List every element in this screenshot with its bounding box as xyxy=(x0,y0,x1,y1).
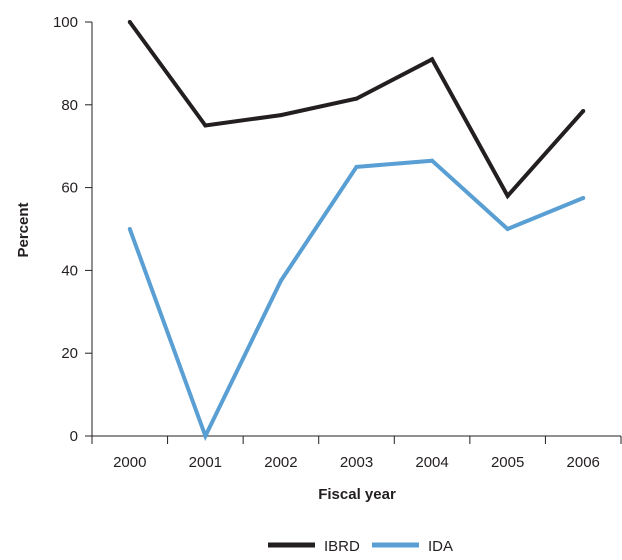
legend-label-ida: IDA xyxy=(428,538,453,555)
data-point-ida xyxy=(430,158,435,163)
x-tick-label: 2004 xyxy=(415,454,448,471)
legend: IBRD IDA xyxy=(268,538,453,555)
data-point-ibrd xyxy=(278,113,283,118)
data-point-ibrd xyxy=(354,96,359,101)
y-tick-label: 80 xyxy=(61,97,78,114)
x-tick-label: 2000 xyxy=(113,454,146,471)
data-point-ibrd xyxy=(203,123,208,128)
x-axis: 2000 2001 2002 2003 2004 2005 2006 xyxy=(91,435,622,471)
data-point-ida xyxy=(203,434,208,438)
data-point-ibrd xyxy=(581,109,586,114)
y-tick-label: 0 xyxy=(70,428,78,445)
y-tick-label: 40 xyxy=(61,262,78,279)
y-tick-label: 20 xyxy=(61,345,78,362)
x-axis-title: Fiscal year xyxy=(318,486,396,503)
x-tick-label: 2002 xyxy=(264,454,297,471)
data-point-ida xyxy=(127,227,132,231)
y-tick-label: 100 xyxy=(53,14,78,31)
y-tick-label: 60 xyxy=(61,180,78,197)
data-point-ibrd xyxy=(127,20,132,24)
data-point-ida xyxy=(505,227,510,231)
series-layer xyxy=(127,20,586,442)
legend-label-ibrd: IBRD xyxy=(324,538,360,555)
x-tick-label: 2006 xyxy=(567,454,600,471)
y-axis-title: Percent xyxy=(15,202,32,257)
data-point-ibrd xyxy=(430,57,435,62)
x-tick-label: 2001 xyxy=(189,454,222,471)
data-point-ibrd xyxy=(505,193,510,198)
series-line-ida xyxy=(127,158,584,442)
data-point-ida xyxy=(581,195,586,200)
x-tick-label: 2003 xyxy=(340,454,373,471)
data-point-ida xyxy=(278,278,283,283)
x-tick-label: 2005 xyxy=(491,454,524,471)
data-point-ida xyxy=(354,164,359,169)
y-axis: 0 20 40 60 80 100 xyxy=(53,14,93,445)
